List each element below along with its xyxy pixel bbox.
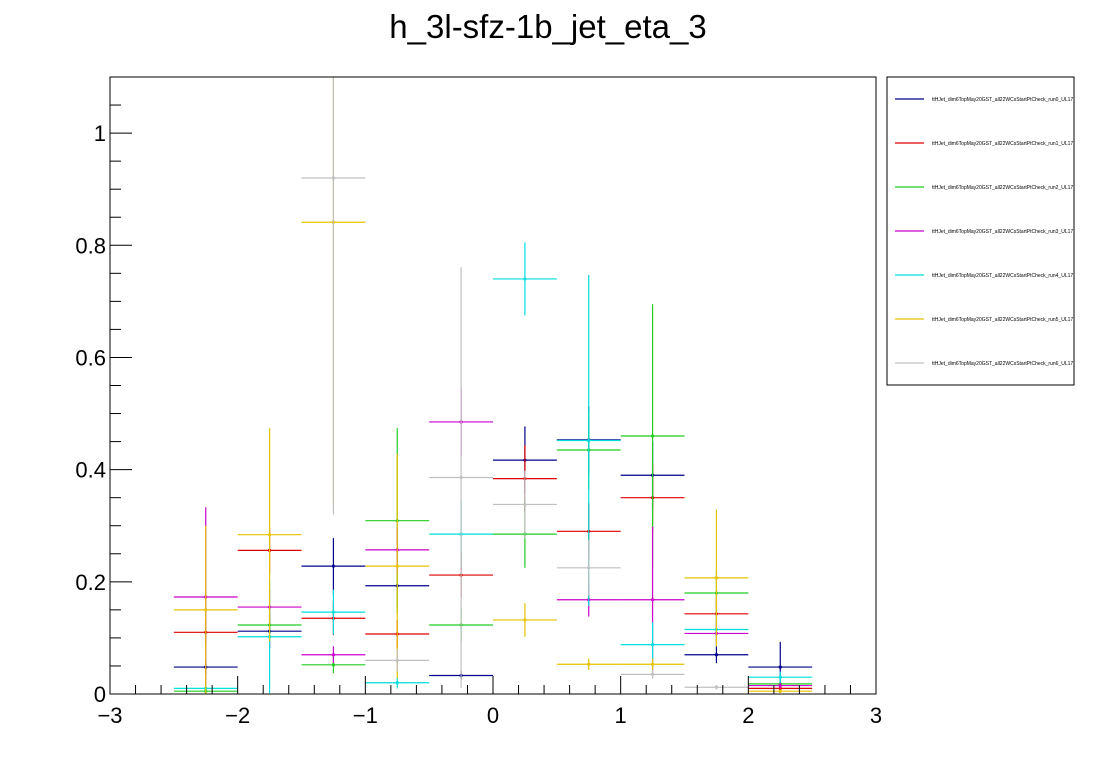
x-tick-label: −2: [225, 703, 250, 728]
data-point: [650, 598, 655, 602]
data-point: [650, 643, 655, 647]
x-tick-label: −1: [353, 703, 378, 728]
data-point: [778, 675, 782, 679]
y-axis-ticks: [110, 104, 132, 695]
data-point: [714, 576, 719, 580]
chart-title: h_3l-sfz-1b_jet_eta_3: [389, 8, 706, 45]
data-point: [587, 662, 591, 666]
data-point: [650, 672, 655, 676]
data-point: [650, 434, 655, 438]
data-point: [778, 683, 782, 688]
y-tick-label: 0.4: [75, 458, 106, 483]
data-point: [395, 681, 399, 685]
legend-label: ttHJet_dim6TopMay20GST_all22WCsStartPtCh…: [932, 97, 1073, 103]
data-point: [778, 665, 782, 669]
y-tick-label: 0.2: [75, 570, 106, 595]
legend-label: ttHJet_dim6TopMay20GST_all22WCsStartPtCh…: [932, 317, 1073, 323]
data-point: [523, 502, 527, 507]
x-tick-label: 2: [742, 703, 754, 728]
y-tick-label: 0.8: [75, 233, 106, 258]
data-point: [395, 564, 399, 568]
y-tick-label: 0: [94, 682, 106, 707]
y-tick-label: 1: [94, 121, 106, 146]
data-point: [331, 610, 336, 614]
legend: ttHJet_dim6TopMay20GST_all22WCsStartPtCh…: [886, 76, 1075, 386]
data-point: [331, 564, 336, 568]
data-point: [650, 662, 655, 666]
data-point: [523, 277, 527, 281]
data-point: [267, 533, 272, 537]
data-point: [459, 475, 463, 480]
data-point: [778, 686, 782, 690]
x-tick-label: 3: [870, 703, 882, 728]
axes-layer: −3 −2 −1 0 1 2 3 0 0.2 0.4 0.6 0.8 1: [75, 104, 882, 728]
legend-label: ttHJet_dim6TopMay20GST_all22WCsStartPtCh…: [932, 141, 1073, 147]
data-point: [714, 685, 719, 689]
x-tick-label: 0: [487, 703, 499, 728]
data-point: [331, 176, 336, 180]
data-point: [587, 566, 591, 570]
data-point: [331, 663, 336, 667]
data-point: [395, 658, 399, 662]
x-tick-label: 1: [615, 703, 627, 728]
data-point: [778, 689, 782, 693]
data-point: [331, 653, 336, 657]
series-6: [301, 77, 749, 690]
data-point: [204, 608, 208, 612]
data-layer: [173, 77, 813, 694]
legend-label: ttHJet_dim6TopMay20GST_all22WCsStartPtCh…: [932, 361, 1073, 367]
legend-label: ttHJet_dim6TopMay20GST_all22WCsStartPtCh…: [932, 185, 1073, 191]
legend-label: ttHJet_dim6TopMay20GST_all22WCsStartPtCh…: [932, 273, 1073, 279]
y-tick-label: 0.6: [75, 345, 106, 370]
data-point: [587, 438, 591, 443]
x-tick-label: −3: [97, 703, 122, 728]
legend-label: ttHJet_dim6TopMay20GST_all22WCsStartPtCh…: [932, 229, 1073, 235]
data-point: [714, 653, 719, 657]
x-axis-ticks: [109, 676, 877, 694]
data-point: [523, 618, 527, 622]
